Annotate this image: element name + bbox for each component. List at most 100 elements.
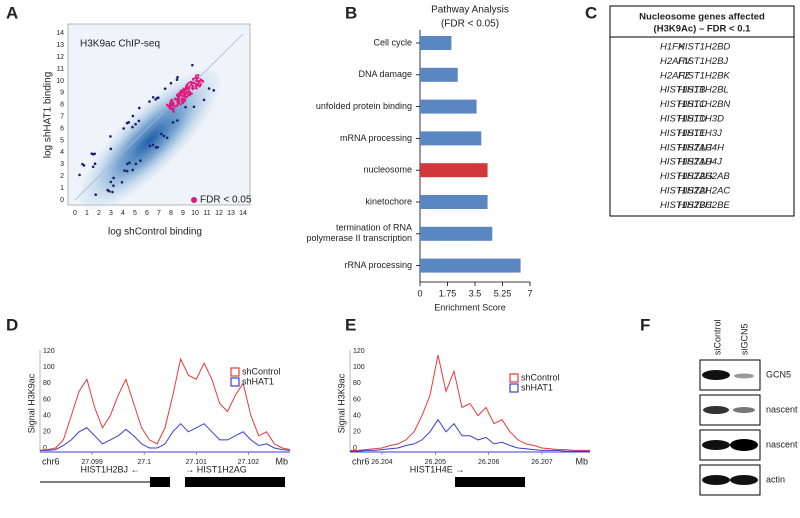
decor-dot bbox=[190, 86, 194, 90]
band bbox=[702, 440, 730, 450]
decor-dot bbox=[181, 100, 185, 104]
decor-dot bbox=[90, 152, 94, 155]
decor-dot bbox=[197, 76, 200, 80]
x-tick-label: 1.75 bbox=[439, 288, 457, 298]
decor-dot bbox=[154, 98, 157, 101]
decor-dot bbox=[131, 114, 135, 118]
legend-swatch bbox=[509, 383, 519, 393]
table-cell: HIST1H1D bbox=[660, 114, 706, 125]
x-tick-label: 12 bbox=[215, 210, 223, 217]
x-tick-label: 26.204 bbox=[371, 459, 393, 466]
x-tick-label: 11 bbox=[203, 210, 210, 217]
y-tick-label: kinetochore bbox=[365, 196, 412, 206]
x-tick-label: 5.25 bbox=[494, 288, 512, 298]
decor-dot bbox=[186, 93, 189, 97]
legend-label: FDR < 0.05 bbox=[200, 195, 252, 206]
gene-tracks bbox=[40, 477, 525, 487]
bar bbox=[420, 163, 488, 178]
decor-dot bbox=[160, 132, 163, 136]
decor-dot bbox=[148, 100, 151, 103]
table-cell: HIST1H1E bbox=[660, 128, 706, 139]
density-cloud bbox=[79, 69, 221, 211]
decor-dot bbox=[134, 162, 138, 166]
series-line bbox=[350, 354, 590, 451]
x-tick-label: 0 bbox=[417, 288, 422, 298]
bar bbox=[420, 99, 477, 114]
legend-label: shHAT1 bbox=[242, 376, 274, 386]
y-axis-label: log shHAT1 binding bbox=[43, 72, 54, 159]
x-tick-label: 27.1 bbox=[137, 459, 151, 466]
y-axis-label: Signal H3K9ac bbox=[26, 373, 36, 433]
band bbox=[734, 373, 754, 379]
table-cell: HIST2H2AC bbox=[678, 186, 730, 197]
y-tick-label: 12 bbox=[56, 54, 64, 61]
decor-dot bbox=[82, 164, 86, 167]
decor-dot bbox=[94, 193, 98, 197]
decor-dot bbox=[137, 119, 141, 123]
y-tick-label: 60 bbox=[43, 396, 51, 403]
x-tick-label: 9 bbox=[181, 210, 185, 217]
table-cell: H1FX bbox=[660, 42, 685, 53]
x-tick-label: 27.099 bbox=[81, 459, 103, 466]
y-tick-label: 120 bbox=[353, 348, 365, 355]
y-tick-label: 0 bbox=[353, 445, 357, 452]
table-cell: HIST1H2AG bbox=[660, 171, 713, 182]
panel-f bbox=[699, 359, 761, 496]
bar bbox=[420, 258, 521, 273]
x-start-label: chr6 bbox=[42, 456, 60, 466]
decor-dot bbox=[177, 96, 180, 99]
gene-box bbox=[185, 477, 285, 487]
x-tick-label: 14 bbox=[239, 210, 247, 217]
y-tick-label: 8 bbox=[60, 102, 64, 109]
band bbox=[730, 439, 758, 451]
decor-dot bbox=[190, 83, 193, 87]
x-axis-label: Enrichment Score bbox=[434, 302, 506, 312]
decor-dot bbox=[192, 78, 195, 81]
decor-dot bbox=[171, 100, 174, 103]
y-tick-label: mRNA processing bbox=[340, 133, 412, 143]
decor-dot bbox=[199, 83, 203, 86]
decor-dot bbox=[176, 119, 179, 122]
gene-box bbox=[150, 477, 170, 487]
decor-dot bbox=[185, 83, 189, 87]
panel-c: Nucleosome genes affected (H3K9Ac) – FDR… bbox=[609, 5, 795, 217]
table-cell: HIST1H2BC bbox=[660, 200, 712, 211]
decor-dot bbox=[176, 104, 179, 107]
legend-swatch bbox=[509, 373, 519, 383]
x-tick-label: 8 bbox=[169, 210, 173, 217]
decor-dot bbox=[177, 98, 180, 102]
decor-dot bbox=[192, 81, 195, 85]
decor-dot bbox=[106, 188, 109, 192]
decor-dot bbox=[185, 85, 188, 89]
band bbox=[703, 406, 729, 414]
series-line bbox=[350, 418, 590, 452]
y-tick-label: 0 bbox=[43, 445, 47, 452]
table-cell: HIST1H3D bbox=[678, 114, 724, 125]
table-cell: HIST1H2BD bbox=[678, 42, 730, 53]
gene-label: HIST1H2BJ ← bbox=[80, 464, 139, 474]
chart-subtitle: (FDR < 0.05) bbox=[441, 19, 499, 30]
decor-dot bbox=[156, 96, 160, 99]
y-tick-label: 4 bbox=[60, 149, 64, 156]
x-tick-label: 4 bbox=[121, 210, 125, 217]
blot-row-label: GCN5 bbox=[766, 369, 791, 379]
decor-dot bbox=[184, 88, 188, 91]
x-tick-label: 2 bbox=[97, 210, 101, 217]
table-cell: H2AFV bbox=[660, 56, 692, 67]
panel-label: F bbox=[640, 315, 650, 334]
band bbox=[730, 475, 758, 485]
legend-label: shHAT1 bbox=[521, 382, 553, 392]
decor-dot bbox=[109, 135, 112, 138]
decor-dot bbox=[156, 145, 160, 149]
decor-dot bbox=[163, 87, 167, 91]
decor-dot bbox=[131, 125, 134, 129]
x-tick-label: 26.207 bbox=[531, 459, 553, 466]
panel-label: D bbox=[6, 315, 18, 334]
legend-label: shControl bbox=[242, 366, 281, 376]
decor-dot bbox=[198, 85, 201, 88]
band bbox=[702, 475, 730, 485]
decor-dot bbox=[171, 104, 175, 107]
decor-dot bbox=[188, 92, 191, 95]
table-cell: HIST1H2BJ bbox=[678, 56, 728, 67]
decor-dot bbox=[128, 161, 131, 164]
